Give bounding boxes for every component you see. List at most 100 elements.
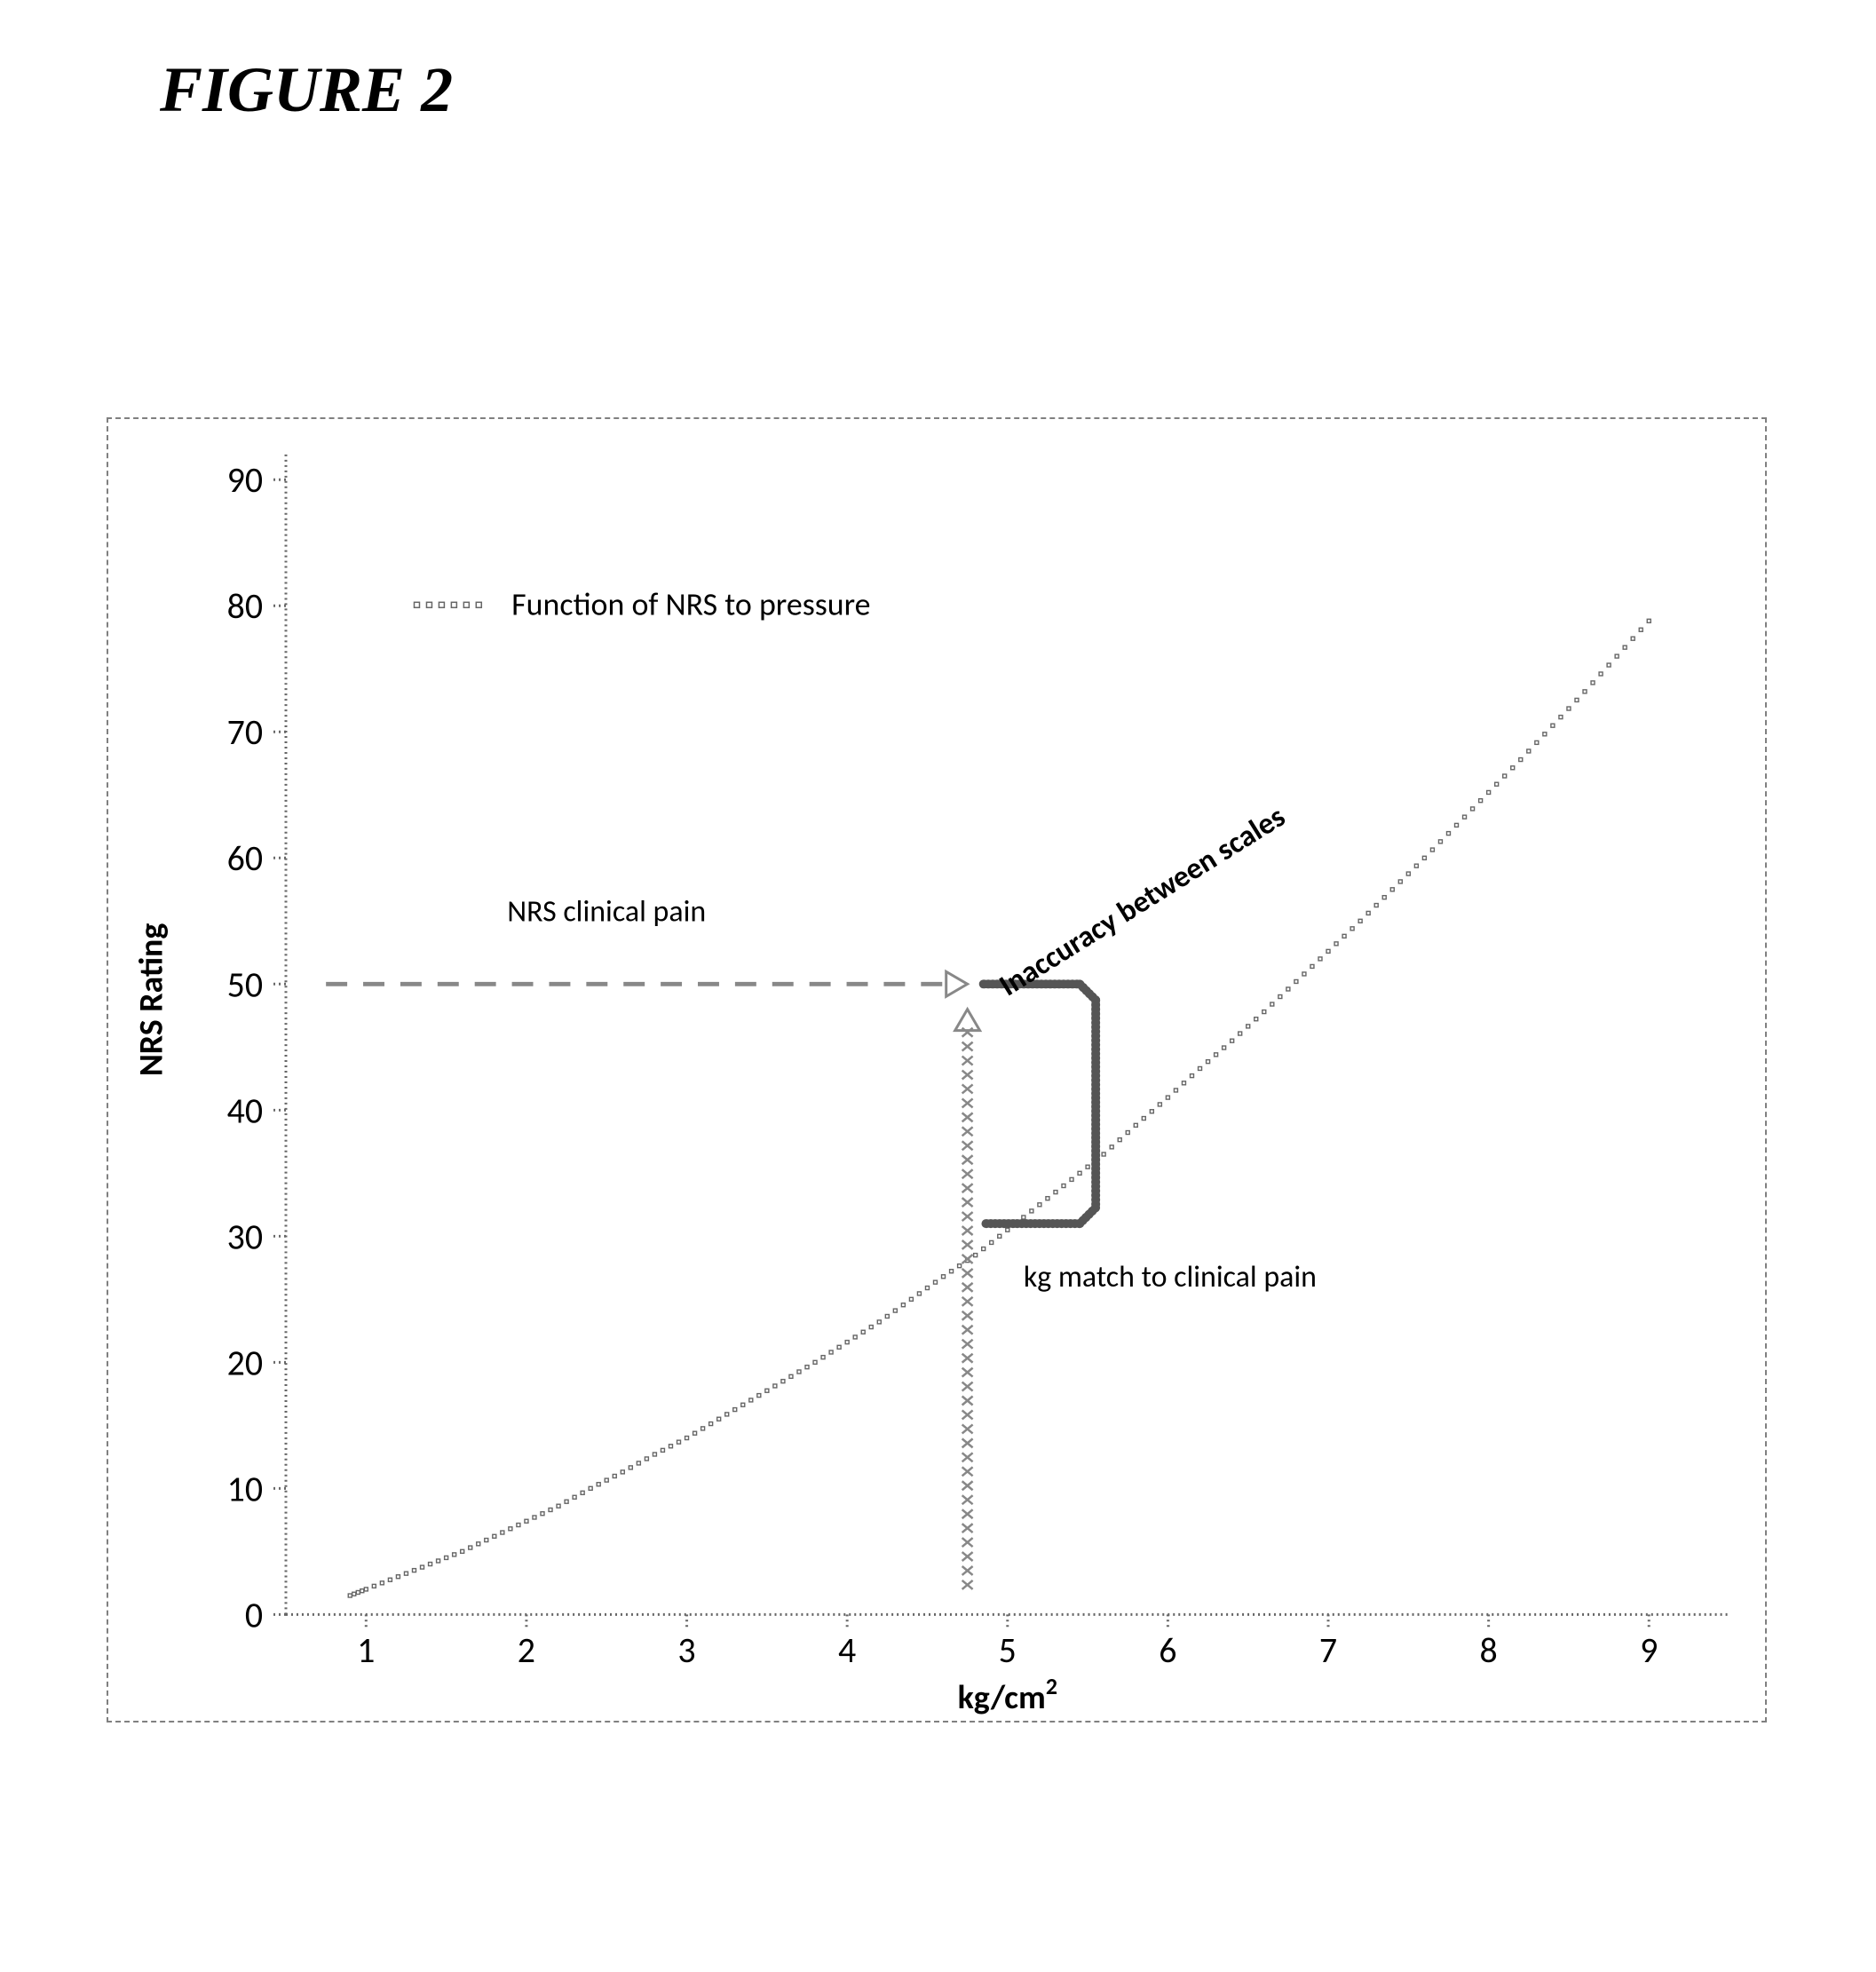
curve-point: [1207, 1060, 1210, 1064]
curve-point: [1286, 987, 1290, 991]
curve-point: [709, 1422, 713, 1426]
y-tick-label: 30: [227, 1215, 263, 1258]
curve-point: [845, 1341, 849, 1344]
curve-point: [749, 1398, 753, 1402]
y-tick-label: 60: [227, 836, 263, 880]
curve-point: [645, 1457, 648, 1461]
y-tick-label: 70: [227, 710, 263, 754]
curve-point: [837, 1345, 841, 1349]
curve-point: [717, 1417, 721, 1421]
curve-point: [1294, 979, 1298, 983]
curve-point: [1631, 637, 1635, 640]
x-tick-label: 9: [1640, 1628, 1658, 1672]
curve-point: [1623, 645, 1627, 649]
curve-point: [1110, 1145, 1113, 1149]
curve-point: [437, 1559, 440, 1563]
curve-point: [1414, 864, 1418, 867]
curve-point: [637, 1461, 640, 1465]
x-tick-label: 8: [1480, 1628, 1498, 1672]
curve-point: [1142, 1117, 1145, 1121]
curve-point: [1190, 1074, 1193, 1078]
curve-point: [613, 1474, 616, 1477]
curve-point: [1134, 1123, 1137, 1127]
curve-point: [1062, 1184, 1065, 1188]
curve-point: [1527, 749, 1531, 753]
annotation-inaccuracy: Inaccuracy between scales: [993, 798, 1292, 1004]
curve-point: [1430, 848, 1434, 851]
chart-svg: 0102030405060708090123456789kg/cm2NRS Ra…: [108, 419, 1765, 1721]
curve-point: [869, 1326, 873, 1329]
curve-point: [1438, 840, 1442, 843]
legend-text: Function of NRS to pressure: [511, 584, 870, 623]
legend-marker: [426, 602, 431, 607]
curve-point: [581, 1491, 584, 1494]
curve-point: [1118, 1138, 1121, 1142]
y-tick-label: 80: [227, 584, 263, 628]
curve-point: [1070, 1177, 1073, 1181]
curve-point: [1446, 832, 1450, 836]
legend-marker: [476, 602, 481, 607]
chart-container: 0102030405060708090123456789kg/cm2NRS Ra…: [107, 417, 1767, 1723]
curve-point: [525, 1519, 528, 1523]
curve-point: [404, 1572, 408, 1575]
curve-point: [1030, 1209, 1033, 1213]
curve-point: [958, 1264, 962, 1268]
curve-point: [1503, 774, 1507, 778]
x-tick-label: 6: [1159, 1628, 1176, 1672]
curve-point: [565, 1500, 568, 1503]
curve-point: [1270, 1002, 1274, 1006]
curve-point: [1046, 1197, 1049, 1200]
curve-point: [1551, 724, 1555, 727]
curve-point: [1158, 1103, 1161, 1106]
curve-point: [1086, 1165, 1089, 1168]
curve-point: [1422, 856, 1426, 859]
y-tick-label: 90: [227, 458, 263, 502]
arrowhead-up: [955, 1010, 980, 1031]
curve-point: [1350, 927, 1354, 931]
curve-point: [1559, 716, 1563, 719]
curve-point: [1487, 790, 1491, 794]
curve-point: [1591, 681, 1595, 685]
curve-point: [1455, 823, 1459, 827]
curve-point: [1358, 919, 1362, 923]
arrowhead-right: [946, 971, 968, 996]
y-tick-label: 40: [227, 1089, 263, 1132]
curve-point: [1639, 628, 1642, 631]
curve-point: [1471, 807, 1475, 811]
curve-point: [1102, 1152, 1105, 1156]
curve-point: [356, 1590, 360, 1594]
curve-point: [429, 1563, 432, 1566]
curve-point: [453, 1553, 456, 1556]
curve-point: [677, 1440, 681, 1444]
curve-point: [517, 1524, 520, 1527]
curve-point: [942, 1275, 946, 1279]
curve-point: [1342, 934, 1346, 938]
legend-marker: [414, 602, 419, 607]
x-tick-label: 4: [838, 1628, 856, 1672]
curve-point: [493, 1534, 496, 1538]
curve-point: [950, 1270, 954, 1273]
curve-point: [1390, 888, 1394, 891]
curve-point: [1583, 690, 1587, 693]
curve-point: [789, 1374, 793, 1378]
curve-point: [533, 1516, 536, 1519]
curve-point: [597, 1483, 600, 1486]
curve-point: [974, 1254, 978, 1257]
curve-point: [701, 1427, 705, 1430]
curve-point: [352, 1592, 356, 1596]
curve-point: [661, 1448, 664, 1452]
curve-point: [396, 1575, 400, 1579]
curve-point: [669, 1445, 672, 1448]
legend-marker: [439, 602, 444, 607]
curve-point: [773, 1384, 777, 1388]
curve-point: [1334, 942, 1338, 946]
curve-point: [821, 1356, 825, 1359]
curve-point: [1166, 1096, 1169, 1099]
curve-point: [1519, 758, 1523, 762]
curve-point: [1567, 707, 1571, 710]
curve-point: [893, 1309, 897, 1312]
curve-point: [917, 1292, 921, 1295]
y-tick-label: 20: [227, 1341, 263, 1384]
curve-point: [1215, 1053, 1218, 1057]
curve-point: [364, 1588, 368, 1591]
